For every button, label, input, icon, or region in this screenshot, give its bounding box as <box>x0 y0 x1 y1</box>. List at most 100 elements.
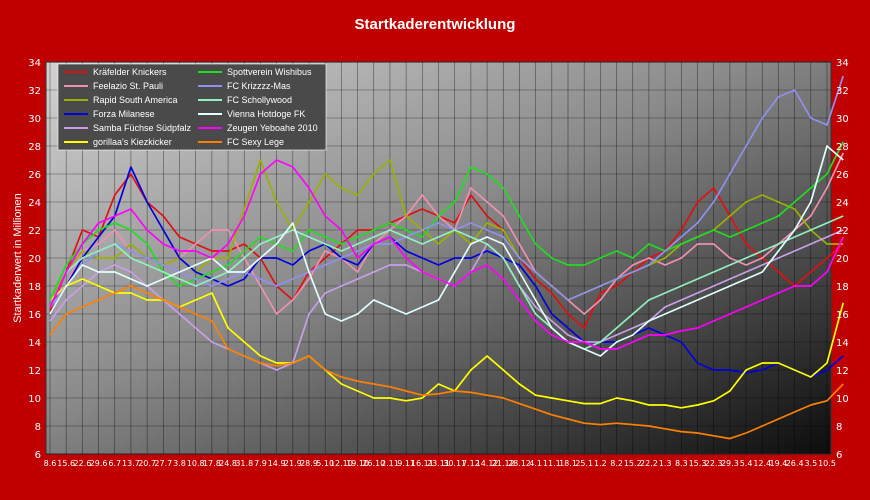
x-tick-label: 8.6 <box>44 459 57 468</box>
x-tick-label: 11.1 <box>543 459 561 468</box>
y-tick-label-right: 12 <box>836 366 849 377</box>
y-axis-left: 6 8 10 12 14 16 18 20 22 24 26 28 30 32 34 <box>28 58 41 461</box>
x-tick-label: 12.10 <box>330 459 353 468</box>
y-axis-label: Startkaderwert in Millionen <box>12 193 24 323</box>
y-tick-label-right: 14 <box>836 338 849 349</box>
y-tick-label-left: 32 <box>28 86 41 97</box>
series-line-7 <box>49 141 844 301</box>
series-line-10 <box>49 145 844 357</box>
legend: Kräfelder Knickers Feelazio St. Pauli Rapi… <box>57 63 327 151</box>
y-tick-label-left: 12 <box>28 366 41 377</box>
x-tick-label: 26.4 <box>786 459 804 468</box>
legend-box <box>57 63 327 151</box>
legend-label: FC Schollywood <box>227 95 292 105</box>
legend-label: Samba Füchse Südpfalz <box>93 123 192 133</box>
x-tick-label: 5.4 <box>740 459 753 468</box>
x-tick-label: 3.8 <box>173 459 186 468</box>
y-tick-label-left: 18 <box>28 282 41 293</box>
y-tick-label-left: 14 <box>28 338 41 349</box>
x-tick-label: 17.8 <box>203 459 221 468</box>
x-tick-label: 7.12 <box>462 459 480 468</box>
y-tick-label-left: 6 <box>35 450 41 461</box>
y-tick-label-right: 34 <box>836 58 849 69</box>
x-tick-label: 15.6 <box>57 459 75 468</box>
series-line-12 <box>49 285 844 440</box>
x-tick-label: 19.4 <box>770 459 788 468</box>
x-tick-label: 6.7 <box>108 459 121 468</box>
x-tick-label: 7.9 <box>254 459 267 468</box>
x-axis: 8.6 15.622.629.6 6.7 13.720.727.7 3.8 10.817.… <box>44 459 836 468</box>
y-tick-label-right: 30 <box>836 114 849 125</box>
y-tick-label-left: 34 <box>28 58 41 69</box>
x-tick-label: 29.6 <box>90 459 108 468</box>
y-tick-label-right: 28 <box>836 142 849 153</box>
legend-label: Kräfelder Knickers <box>93 67 167 77</box>
x-tick-label: 5.10 <box>316 459 334 468</box>
series-line-6 <box>49 278 845 409</box>
x-tick-label: 9.11 <box>397 459 415 468</box>
y-tick-label-right: 8 <box>836 422 842 433</box>
x-tick-label: 22.2 <box>640 459 658 468</box>
legend-label: gorillaa's Kiezkicker <box>93 137 172 147</box>
x-tick-label: 3.5 <box>804 459 817 468</box>
x-tick-label: 15.2 <box>624 459 642 468</box>
series-line-11 <box>49 159 844 350</box>
legend-label: Feelazio St. Pauli <box>93 81 163 91</box>
x-tick-label: 14.9 <box>268 459 286 468</box>
y-tick-label-left: 30 <box>28 114 41 125</box>
x-tick-label: 16.11 <box>411 459 434 468</box>
y-tick-label-left: 24 <box>28 198 41 209</box>
x-tick-label: 30.11 <box>443 459 466 468</box>
y-tick-label-right: 6 <box>836 450 842 461</box>
series-line-8 <box>49 75 845 308</box>
y-tick-label-left: 10 <box>28 394 41 405</box>
x-tick-label: 4.1 <box>529 459 542 468</box>
x-tick-label: 27.7 <box>154 459 172 468</box>
y-tick-label-left: 22 <box>28 226 41 237</box>
y-tick-label-right: 16 <box>836 310 849 321</box>
y-tick-label-right: 18 <box>836 282 849 293</box>
y-tick-label-right: 26 <box>836 170 849 181</box>
x-tick-label: 1.3 <box>659 459 672 468</box>
x-tick-label: 8.2 <box>610 459 623 468</box>
y-tick-label-right: 24 <box>836 198 849 209</box>
x-tick-label: 1.2 <box>594 459 607 468</box>
legend-label: FC Krizzzz-Mas <box>227 81 291 91</box>
x-tick-label: 26.10 <box>362 459 385 468</box>
x-tick-label: 19.10 <box>346 459 369 468</box>
x-tick-label: 18.1 <box>559 459 577 468</box>
x-tick-label: 10.8 <box>187 459 205 468</box>
y-tick-label-right: 22 <box>836 226 849 237</box>
series-line-2 <box>49 152 844 315</box>
legend-label: Rapid South America <box>93 95 178 105</box>
y-tick-label-left: 26 <box>28 170 41 181</box>
x-tick-label: 15.3 <box>689 459 707 468</box>
series-line-4 <box>49 166 844 378</box>
y-axis-right: 6 8 10 12 14 16 18 20 22 24 26 28 30 32 34 <box>836 58 849 461</box>
x-tick-label: 21.9 <box>284 459 302 468</box>
y-tick-label-left: 20 <box>28 254 41 265</box>
legend-label: Zeugen Yeboahe 2010 <box>227 123 318 133</box>
x-tick-label: 10.5 <box>818 459 836 468</box>
series-lines <box>49 75 845 440</box>
y-tick-label-left: 8 <box>35 422 41 433</box>
x-tick-label: 24.8 <box>219 459 237 468</box>
x-tick-label: 2.11 <box>381 459 399 468</box>
y-tick-label-right: 20 <box>836 254 849 265</box>
x-tick-label: 22.6 <box>73 459 91 468</box>
y-tick-label-right: 32 <box>836 86 849 97</box>
legend-label: FC Sexy Lege <box>227 137 284 147</box>
y-tick-label-left: 28 <box>28 142 41 153</box>
x-tick-label: 14.12 <box>476 459 499 468</box>
grid-lines <box>46 61 831 455</box>
x-tick-label: 31.8 <box>235 459 253 468</box>
x-tick-label: 29.3 <box>721 459 739 468</box>
x-tick-label: 21.12 <box>492 459 515 468</box>
x-tick-label: 13.7 <box>122 459 140 468</box>
legend-label: Forza Milanese <box>93 109 155 119</box>
y-tick-label-right: 10 <box>836 394 849 405</box>
legend-label: Vienna Hotdoge FK <box>227 109 305 119</box>
x-tick-label: 25.1 <box>575 459 593 468</box>
